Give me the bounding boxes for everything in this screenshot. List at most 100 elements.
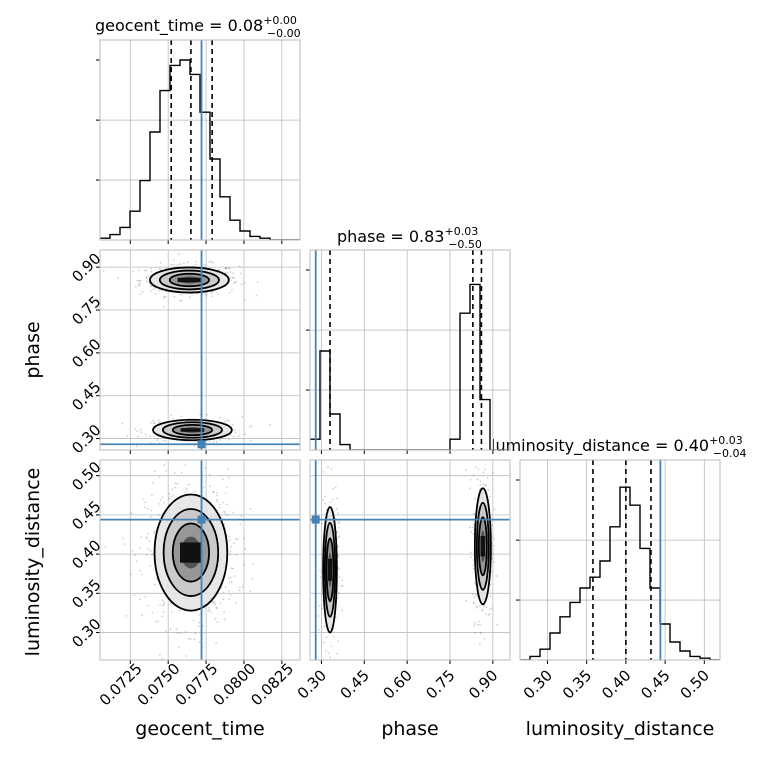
scatter-point (232, 511, 234, 514)
scatter-point (240, 515, 243, 518)
scatter-point (224, 267, 227, 270)
histogram-geocent-time (100, 59, 300, 240)
scatter-point (212, 491, 215, 493)
scatter-point (224, 586, 227, 589)
scatter-point (180, 471, 183, 474)
title-luminosity-distance: luminosity_distance = 0.40+0.03 −0.04 (491, 434, 747, 460)
scatter-point (151, 285, 153, 288)
panel-content (310, 250, 510, 450)
scatter-point (140, 573, 143, 576)
xtick-label-phase: 0.90 (465, 666, 501, 702)
scatter-point (212, 601, 214, 604)
scatter-point (226, 486, 229, 489)
scatter-point (337, 545, 340, 548)
ytick-label-luminosity-distance: 0.40 (68, 536, 104, 572)
contour-line-2 (475, 501, 490, 591)
xtick-label-phase: 0.30 (294, 666, 330, 702)
scatter-point (150, 285, 152, 288)
scatter-point (337, 521, 340, 524)
scatter-point (155, 578, 158, 580)
xlabel-geocent-time: geocent_time (135, 718, 264, 740)
scatter-point (117, 277, 120, 280)
scatter-point (227, 476, 230, 479)
contour-line-2 (161, 421, 223, 439)
scatter-point (135, 445, 138, 448)
scatter-point (491, 556, 494, 559)
scatter-point (319, 569, 321, 572)
scatter-point (136, 279, 139, 282)
scatter-point (338, 535, 341, 538)
scatter-point (135, 560, 138, 563)
panel-phase-geocent-time: 0.30 0.45 0.60 0.75 0.90 (68, 249, 301, 457)
scatter-point (243, 299, 246, 302)
scatter-point (338, 522, 340, 524)
scatter-point (482, 483, 485, 486)
scatter-point (144, 595, 147, 598)
scatter-point (162, 439, 165, 442)
scatter-point (210, 292, 213, 294)
panel-content (100, 460, 300, 660)
scatter-point (238, 589, 241, 592)
scatter-point (469, 478, 472, 481)
scatter-point (141, 290, 144, 293)
scatter-point (151, 611, 154, 614)
scatter-point (153, 422, 156, 424)
scatter-point (331, 498, 334, 501)
ytick-label-luminosity-distance: 0.50 (68, 458, 104, 494)
xtick-label-luminosity-distance: 0.30 (520, 666, 556, 702)
scatter-point (229, 434, 232, 436)
title-phase: phase = 0.83+0.03 −0.50 (337, 225, 482, 251)
scatter-point (230, 581, 233, 584)
scatter-point (158, 514, 160, 516)
contour-line-3 (477, 516, 488, 577)
scatter-point (483, 604, 485, 607)
scatter-point (478, 620, 480, 623)
scatter-point (492, 553, 495, 556)
scatter-point (151, 481, 154, 484)
contour-line-3 (168, 272, 210, 288)
scatter-point (483, 637, 486, 640)
scatter-point (172, 417, 175, 420)
scatter-point (182, 262, 185, 265)
panel-frame (99, 459, 301, 661)
scatter-point (239, 523, 242, 525)
scatter-point (235, 537, 237, 540)
scatter-point (239, 272, 242, 275)
scatter-point (133, 554, 136, 557)
scatter-point (473, 601, 476, 604)
scatter-point (476, 623, 479, 626)
ytick-label-luminosity-distance: 0.30 (68, 615, 104, 651)
scatter-point (177, 265, 180, 268)
scatter-point (325, 636, 328, 639)
scatter-point (150, 267, 153, 270)
scatter-point (232, 277, 235, 279)
scatter-point (484, 484, 487, 487)
scatter-point (473, 624, 476, 627)
scatter-point (102, 270, 105, 272)
scatter-point (479, 480, 482, 483)
scatter-point (231, 289, 233, 291)
density-peak (177, 277, 202, 283)
scatter-point (228, 291, 231, 294)
scatter-point (229, 553, 232, 556)
panel-frame (519, 459, 721, 661)
scatter-point (161, 658, 163, 660)
contour-line-1 (149, 266, 230, 294)
scatter-point (336, 531, 338, 534)
scatter-point (234, 280, 237, 283)
scatter-point (486, 477, 489, 479)
scatter-point (470, 531, 473, 534)
scatter-point (330, 645, 333, 648)
scatter-point (158, 289, 161, 292)
xtick-label-luminosity-distance: 0.45 (637, 666, 673, 702)
scatter-point (209, 440, 211, 443)
scatter-point (147, 548, 149, 550)
scatter-point (138, 279, 140, 282)
scatter-point (325, 650, 328, 653)
ylabel-phase: phase (22, 321, 44, 378)
panel-luminosity-distance-geocent-time: 0.300.350.400.450.500.07250.07500.07750.… (68, 458, 301, 709)
scatter-point (330, 467, 333, 470)
scatter-point (138, 546, 141, 549)
scatter-point (149, 564, 152, 567)
scatter-point (225, 272, 228, 275)
